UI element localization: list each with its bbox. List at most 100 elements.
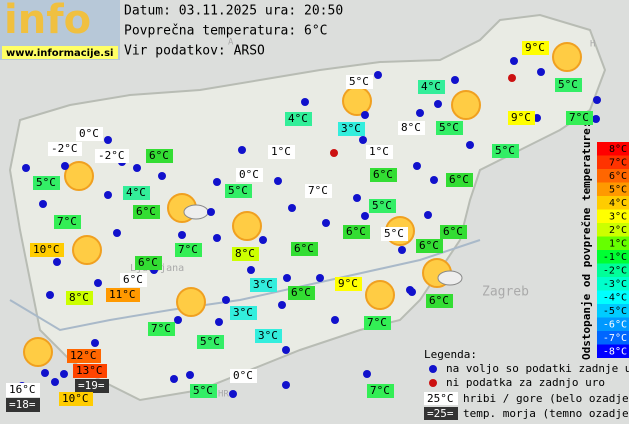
station-label: 6°C [138,256,158,269]
scale-label: 7°C [609,157,627,168]
station-label-bg [285,112,312,126]
station-dot [113,229,121,237]
station-label: 6°C [291,286,311,299]
map-label: H [590,40,595,50]
station-dot [537,68,545,76]
station-label: -2°C [51,142,78,155]
station-label: 4°C [126,186,146,199]
station-dot [207,208,215,216]
station-label-bg [6,398,40,412]
logo-url-bg [2,46,118,59]
station-label-bg [426,294,453,308]
cloud [437,270,463,286]
station-label: 7°C [569,111,589,124]
station-dot [229,390,237,398]
station-label-bg [67,349,101,363]
station-dot [213,178,221,186]
station-label: 5°C [36,176,56,189]
sun [552,42,582,72]
legend-sample: 25°C [427,392,454,405]
scale-label: 6°C [609,171,627,182]
station-label: 16°C [9,383,36,396]
sun [72,235,102,265]
station-label: 7°C [151,322,171,335]
station-label: 6°C [419,239,439,252]
station-dot [22,164,30,172]
station-label: 6°C [294,242,314,255]
station-label-bg [288,286,315,300]
scale-step [597,344,629,358]
station-label-bg [120,273,147,287]
station-label-bg [522,41,549,55]
scale-step [597,169,629,183]
legend-text: temp. morja (temno ozadje) [463,407,629,420]
scale-step [597,223,629,237]
station-label-bg [230,369,257,383]
station-dot [104,191,112,199]
station-label: 7°C [308,184,328,197]
station-label-bg [148,322,175,336]
station-label: 10°C [33,243,60,256]
legend-text: na voljo so podatki zadnje ure [446,362,629,375]
station-dot [278,301,286,309]
station-label-bg [135,256,162,270]
station-label: 6°C [449,173,469,186]
station-label: 5°C [439,121,459,134]
station-label: 1°C [369,145,389,158]
country-shape [8,13,607,402]
station-label-bg [66,291,93,305]
sun [176,287,206,317]
header-date: Datum: 03.11.2025 ura: 20:50 [124,4,343,19]
cloud [183,204,209,220]
station-label-bg [54,215,81,229]
station-dot [359,136,367,144]
station-label: 5°C [372,199,392,212]
station-label-bg [59,392,93,406]
station-label: 8°C [401,121,421,134]
scale-label: 8°C [609,144,627,155]
station-dot [133,164,141,172]
station-dot [274,177,282,185]
scale-label: -7°C [603,333,627,344]
station-label-bg [343,225,370,239]
station-label: 4°C [421,80,441,93]
station-label-bg [381,227,408,241]
station-label: -2°C [98,149,125,162]
station-dot [170,375,178,383]
map-label: A [228,38,234,48]
station-label: 7°C [57,215,77,228]
station-label: 3°C [233,306,253,319]
legend-title: Legenda: [424,348,477,361]
station-dot [282,381,290,389]
station-dot [247,266,255,274]
station-label-bg [255,329,282,343]
station-label-bg [33,176,60,190]
station-dot [213,234,221,242]
station-dot [361,111,369,119]
station-label: 5°C [384,227,404,240]
scale-label: -2°C [603,265,627,276]
scale-step [597,331,629,345]
legend-dot-red [429,379,437,387]
station-label-bg [268,145,295,159]
station-dot [51,378,59,386]
station-dot [238,146,246,154]
scale-label: -4°C [603,292,627,303]
station-dot [94,279,102,287]
scale-step [597,290,629,304]
station-label: 11°C [109,288,136,301]
scale-step [597,250,629,264]
station-label-bg [418,80,445,94]
station-label-bg [76,127,103,141]
sun [64,161,94,191]
map-label: HR [218,390,229,400]
station-dot-missing [508,74,516,82]
scale-step [597,317,629,331]
scale-step [597,304,629,318]
legend-text: hribi / gore (belo ozadje) [463,392,629,405]
station-dot [430,176,438,184]
station-dot [53,258,61,266]
station-label: 7°C [178,243,198,256]
station-label-bg [232,247,259,261]
station-label-bg [236,168,263,182]
